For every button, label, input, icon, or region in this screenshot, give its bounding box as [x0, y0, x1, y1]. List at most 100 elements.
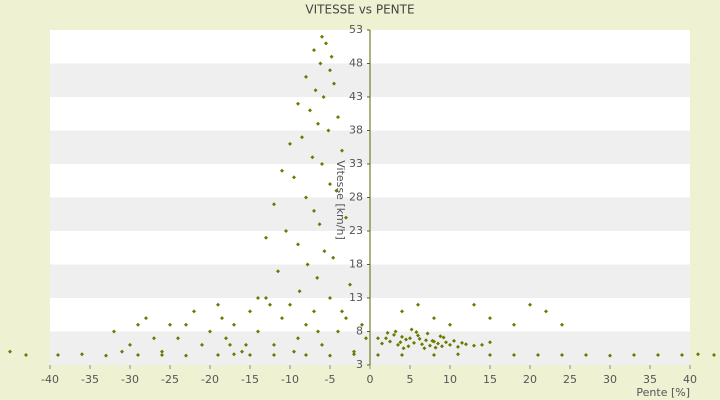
point [416, 302, 420, 307]
y-axis-label: Vitesse [km/h] [334, 160, 347, 240]
point [388, 339, 392, 344]
point [404, 337, 408, 342]
y-tick-label: 33 [349, 157, 363, 170]
point [304, 322, 308, 327]
point [398, 340, 403, 345]
point [488, 340, 492, 345]
point [512, 352, 516, 357]
point [304, 195, 308, 200]
point [184, 353, 188, 358]
point [336, 115, 340, 120]
point [24, 352, 28, 357]
point [400, 334, 404, 339]
point [184, 322, 188, 327]
point [441, 335, 446, 340]
point [401, 346, 406, 351]
point [312, 309, 316, 314]
point [352, 352, 356, 357]
point [376, 336, 380, 341]
point [264, 296, 268, 300]
point [272, 342, 276, 347]
point [320, 34, 324, 39]
point [310, 155, 315, 160]
point [432, 352, 436, 357]
point [328, 182, 332, 187]
point [452, 338, 456, 343]
point [340, 309, 344, 314]
x-tick-label: -35 [81, 373, 99, 386]
point [312, 208, 316, 213]
point [408, 336, 412, 341]
point [488, 352, 492, 357]
points [8, 34, 716, 358]
chart-title: VITESSE vs PENTE [305, 3, 414, 17]
y-tick-label: 13 [349, 291, 363, 304]
x-axis-label: Pente [%] [636, 386, 690, 399]
point [680, 352, 684, 357]
point [272, 352, 276, 357]
point [136, 322, 140, 327]
point [304, 74, 308, 79]
point [544, 309, 548, 314]
point [608, 353, 612, 358]
point [464, 342, 468, 347]
point [444, 340, 448, 345]
point [329, 54, 334, 59]
point [488, 316, 492, 321]
point [308, 108, 312, 113]
x-tick-label: 20 [523, 373, 537, 386]
x-tick-label: -15 [241, 373, 259, 386]
x-tick-label: -25 [161, 373, 179, 386]
point [393, 329, 398, 334]
point [305, 262, 310, 267]
point [316, 329, 320, 334]
y-tick-label: 43 [349, 90, 363, 103]
point [244, 342, 248, 347]
x-tick-label: 5 [407, 373, 414, 386]
point [416, 333, 420, 338]
point [232, 322, 236, 327]
point [8, 349, 12, 354]
point [344, 215, 348, 220]
point [248, 352, 252, 357]
x-tick-label: 35 [643, 373, 657, 386]
point [440, 344, 444, 349]
point [318, 61, 323, 66]
point [315, 275, 320, 280]
point [480, 342, 484, 347]
point [120, 349, 124, 354]
y-tick-label: 8 [356, 325, 363, 338]
point [326, 128, 331, 133]
point [332, 81, 336, 86]
point [56, 352, 60, 357]
point [276, 269, 280, 274]
point [364, 336, 368, 341]
point [208, 329, 212, 334]
point [284, 229, 288, 233]
point [296, 242, 300, 247]
point [136, 352, 140, 357]
y-tick-label: 28 [349, 191, 363, 204]
point [216, 352, 220, 357]
point [406, 344, 411, 349]
point [232, 352, 236, 357]
x-tick-label: -10 [281, 373, 299, 386]
point [292, 175, 296, 180]
y-tick-label: 38 [349, 124, 363, 137]
point [112, 329, 116, 334]
point [584, 352, 588, 357]
point [336, 329, 340, 334]
point [322, 249, 327, 254]
point [328, 296, 332, 300]
point [384, 336, 388, 341]
point [304, 352, 308, 357]
point [560, 322, 564, 327]
point [422, 346, 427, 351]
point [268, 302, 272, 307]
point [438, 334, 443, 339]
y-tick-label: 18 [349, 258, 363, 271]
point [528, 302, 532, 307]
point [296, 336, 300, 341]
y-tick-label: 53 [349, 23, 363, 36]
x-tick-label: -30 [121, 373, 139, 386]
